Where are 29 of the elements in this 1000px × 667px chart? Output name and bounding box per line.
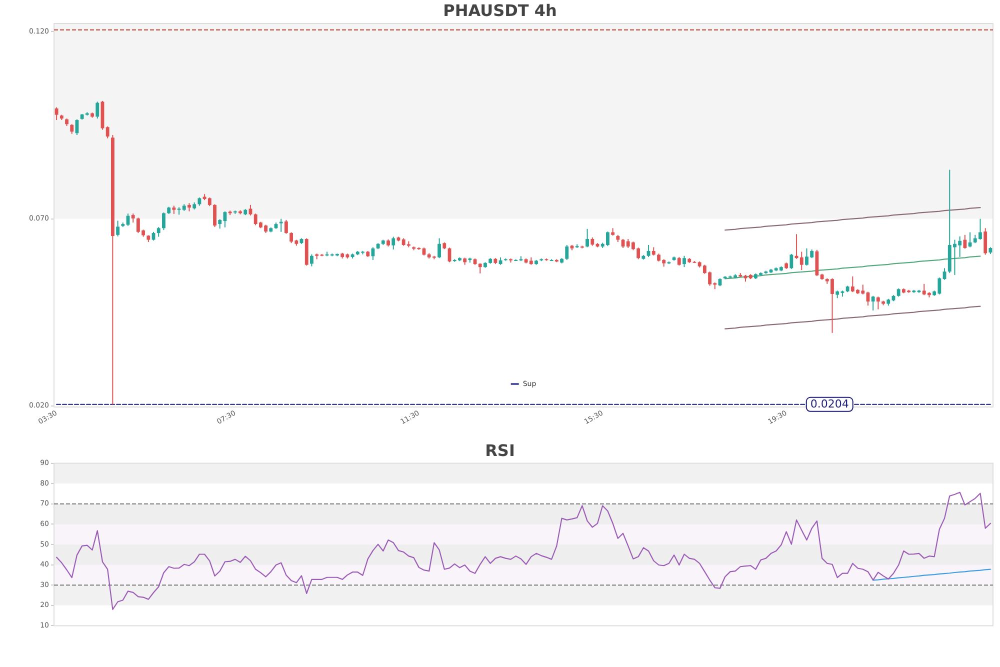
candlestick [871, 295, 875, 311]
candlestick [646, 244, 650, 258]
candlestick [116, 220, 120, 237]
candlestick [392, 236, 396, 250]
candlestick [565, 244, 569, 260]
candlestick [682, 255, 686, 268]
candlestick [54, 106, 58, 121]
candlestick [963, 234, 967, 250]
candlestick [984, 228, 988, 256]
candlestick [586, 228, 589, 248]
candlestick [213, 204, 216, 228]
candlestick [162, 212, 166, 231]
candlestick [815, 249, 819, 277]
candlestick [96, 101, 100, 120]
candlestick [284, 219, 288, 234]
candlestick [279, 218, 283, 232]
candlestick [310, 254, 314, 267]
chart-title: PHAUSDT 4h [443, 1, 557, 20]
annotation: 0.0204 [810, 398, 849, 411]
candlestick [371, 246, 375, 260]
candlestick [800, 251, 804, 271]
candlestick [106, 126, 110, 139]
candlestick [156, 226, 160, 238]
candlestick [876, 296, 880, 310]
candlestick [248, 204, 252, 216]
candlestick [70, 124, 74, 134]
candlestick [438, 238, 442, 259]
chart-title: RSI [485, 441, 515, 460]
candlestick [790, 253, 794, 270]
